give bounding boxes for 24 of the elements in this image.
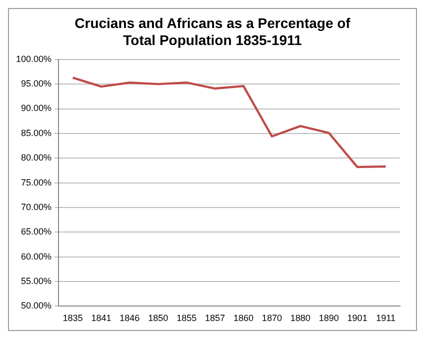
y-tick-label: 100.00%	[16, 54, 52, 64]
x-tick-label: 1860	[233, 313, 254, 324]
y-tick-label: 95.00%	[21, 78, 52, 89]
x-tick-label: 1835	[62, 313, 83, 324]
x-tick-label: 1857	[205, 313, 226, 324]
y-tick-label: 65.00%	[21, 226, 52, 237]
y-tick-label: 90.00%	[21, 103, 52, 114]
y-tick-label: 60.00%	[21, 251, 52, 262]
x-tick-label: 1870	[262, 313, 282, 324]
x-tick-label: 1880	[290, 313, 310, 324]
y-tick-label: 55.00%	[21, 276, 52, 286]
x-tick-label: 1901	[347, 313, 368, 324]
y-tick-label: 80.00%	[21, 152, 52, 163]
x-tick-label: 1911	[376, 313, 396, 324]
x-tick-label: 1850	[148, 313, 168, 324]
x-tick-label: 1841	[91, 313, 112, 324]
y-tick-label: 50.00%	[21, 300, 52, 311]
y-tick-label: 75.00%	[21, 177, 52, 188]
y-tick-label: 85.00%	[21, 128, 52, 138]
y-tick-label: 70.00%	[21, 202, 52, 212]
x-tick-label: 1855	[176, 313, 197, 324]
chart-title: Crucians and Africans as a Percentage of Total Population 1835-1911	[74, 15, 352, 49]
x-tick-label: 1890	[318, 313, 339, 324]
x-tick-label: 1846	[120, 313, 140, 324]
